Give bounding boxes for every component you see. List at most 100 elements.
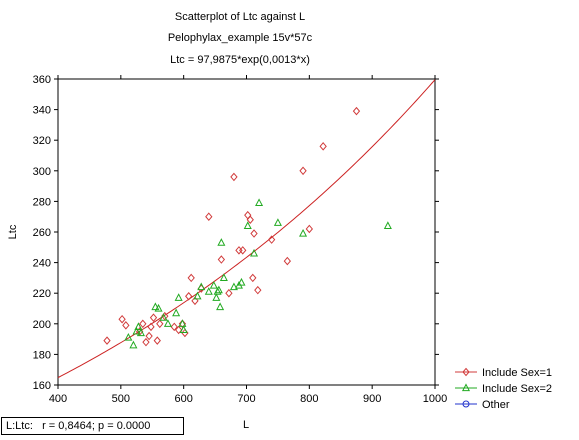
data-point-series-2 [124,332,133,341]
data-point-series-1 [319,142,327,151]
data-point-series-1 [299,166,307,176]
data-point-series-1 [250,229,258,238]
chart-subtitle: Pelophylax_example 15v*57c [168,32,313,44]
y-tick-label: 200 [33,319,51,331]
y-tick-label: 240 [33,258,51,270]
data-point-series-1 [305,224,313,234]
data-point-series-2 [172,308,181,317]
x-axis-label: L [243,419,249,431]
x-tick-label: 600 [174,393,192,405]
data-point-series-1 [239,246,247,255]
data-point-series-1 [122,321,130,330]
y-tick-label: 340 [33,105,51,117]
data-point-series-2 [212,293,221,301]
stats-label: L:Ltc: [6,420,33,432]
stats-text: r = 0,8464; p = 0.0000 [42,420,151,432]
data-point-series-2 [163,319,172,327]
data-point-series-1 [352,106,361,116]
data-point-series-1 [139,319,147,329]
data-point-series-1 [254,285,262,295]
data-point-series-2 [250,248,259,257]
y-tick-label: 320 [33,135,51,147]
data-point-series-2 [216,302,225,311]
data-point-series-1 [118,314,126,324]
y-tick-label: 280 [33,196,51,208]
data-point-series-2 [383,221,392,229]
legend: Include Sex=1 Include Sex=2 Other [455,367,552,411]
data-point-series-1 [217,255,226,264]
legend-label: Include Sex=1 [482,367,552,379]
axis-ticks: 400 500 600 700 800 900 1000 160 180 200 220 240 260… [33,74,448,405]
data-point-series-2 [204,287,213,295]
data-point-series-1 [230,172,238,182]
data-point-series-2 [217,238,226,246]
data-point-series-2 [134,322,143,330]
data-point-series-2 [209,280,218,289]
data-point-series-1 [170,322,178,332]
fit-curve [57,79,436,379]
data-point-series-2 [132,326,141,335]
fit-curve-group [57,79,436,379]
data-point-series-1 [225,288,233,298]
plot-area [57,78,436,386]
data-point-series-1 [153,336,161,345]
data-point-series-2 [159,313,168,321]
data-point-series-2 [273,218,282,226]
data-point-series-2 [129,340,138,349]
data-point-series-1 [283,256,292,266]
data-point-series-1 [249,273,257,283]
data-point-series-1 [246,215,254,225]
correlation-stats-box: L:Ltc: r = 0,8464; p = 0.0000 [1,417,184,435]
data-point-series-2 [174,293,183,301]
data-point-series-1 [191,296,199,306]
y-tick-label: 160 [33,380,51,392]
data-point-series-1 [244,210,252,220]
data-point-series-2 [136,328,145,337]
x-tick-label: 700 [237,393,255,405]
data-point-series-2 [219,273,228,281]
y-tick-label: 220 [33,288,51,300]
data-point-series-1 [178,319,187,329]
data-point-series-2 [154,303,163,312]
fit-equation: Ltc = 97,9875*exp(0,0013*x) [170,54,310,66]
y-tick-label: 360 [33,74,51,86]
data-point-series-2 [197,282,206,291]
x-tick-label: 800 [300,393,318,405]
data-point-series-2 [214,285,223,294]
data-point-series-1 [235,246,243,255]
data-point-series-1 [145,331,153,341]
data-point-series-2 [299,228,308,237]
data-point-series-1 [185,291,193,301]
x-tick-label: 400 [49,393,67,405]
legend-marker [461,383,471,392]
data-point-series-1 [187,273,195,283]
data-point-series-1 [156,319,164,329]
data-point-series-1 [103,336,111,345]
data-point-series-1 [267,235,276,244]
data-point-series-1 [142,337,150,347]
legend-marker [462,400,470,408]
data-point-series-2 [193,291,202,300]
data-point-series-2 [255,198,264,207]
data-point-series-2 [237,277,246,286]
data-points [103,106,392,349]
x-tick-label: 900 [363,393,381,405]
data-point-series-1 [174,325,183,335]
data-point-series-1 [147,322,155,332]
data-point-series-1 [149,313,158,322]
chart-title: Scatterplot of Ltc against L [175,11,305,23]
data-point-series-2 [229,282,238,291]
data-point-series-2 [179,325,188,334]
legend-label: Other [482,399,510,411]
y-tick-label: 180 [33,349,51,361]
x-tick-label: 500 [112,393,130,405]
y-axis-label: Ltc [7,224,19,239]
y-tick-label: 300 [33,166,51,178]
data-point-series-1 [205,212,213,221]
y-tick-label: 260 [33,227,51,239]
legend-label: Include Sex=2 [482,383,552,395]
data-point-series-2 [243,221,252,229]
x-tick-label: 1000 [423,393,447,405]
data-point-series-2 [151,302,160,311]
